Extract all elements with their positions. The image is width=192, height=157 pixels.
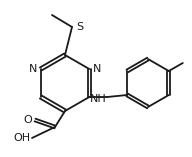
Text: N: N bbox=[28, 64, 37, 74]
Text: O: O bbox=[23, 115, 32, 125]
Text: S: S bbox=[76, 22, 83, 32]
Text: NH: NH bbox=[90, 94, 107, 104]
Text: N: N bbox=[93, 64, 102, 74]
Text: OH: OH bbox=[13, 133, 30, 143]
